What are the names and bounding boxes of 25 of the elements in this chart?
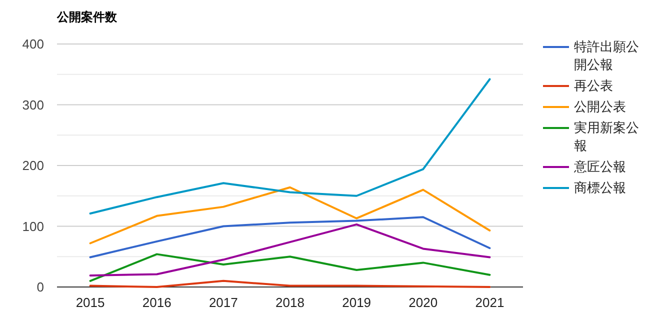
- legend-label: 特許出願公開公報: [574, 39, 639, 72]
- y-tick-label: 300: [22, 97, 44, 112]
- x-tick-label: 2016: [142, 295, 172, 310]
- y-tick-label: 0: [36, 280, 44, 294]
- legend-label: 実用新案公報: [574, 120, 639, 153]
- chart-title: 公開案件数: [56, 10, 118, 24]
- line-series: [89, 223, 491, 276]
- line-series: [89, 186, 491, 244]
- legend-label: 再公表: [574, 78, 613, 93]
- x-tick-label: 2018: [276, 295, 304, 310]
- x-tick-label: 2020: [408, 295, 438, 310]
- y-tick-label: 100: [22, 218, 44, 234]
- x-tick-label: 2019: [342, 295, 372, 310]
- legend-label: 商標公報: [574, 180, 626, 195]
- legend-label: 公開公表: [574, 99, 626, 114]
- y-tick-label: 200: [22, 158, 44, 173]
- line-series: [89, 253, 491, 282]
- line-series: [89, 280, 491, 288]
- y-tick-label: 400: [22, 36, 44, 52]
- line-series: [89, 78, 491, 214]
- legend-label: 意匠公報: [573, 159, 626, 174]
- line-series: [89, 216, 491, 258]
- x-tick-label: 2017: [208, 295, 238, 310]
- x-tick-label: 2015: [76, 295, 105, 310]
- x-tick-label: 2021: [475, 295, 504, 310]
